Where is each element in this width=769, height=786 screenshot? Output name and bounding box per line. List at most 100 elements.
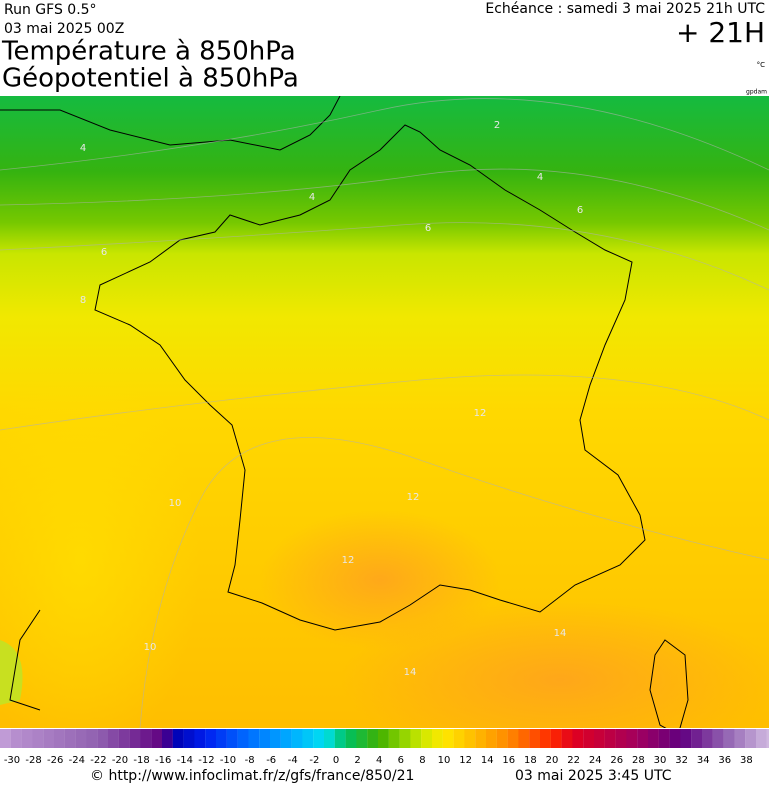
contour-label: 4: [80, 143, 86, 154]
colorbar-swatch: [637, 729, 649, 748]
colorbar-swatch: [626, 729, 638, 748]
contour-label: 6: [101, 247, 107, 258]
contour-label: 4: [309, 192, 315, 203]
colorbar-swatch: [583, 729, 595, 748]
cool-area: [0, 360, 200, 728]
colorbar-swatch: [680, 729, 692, 748]
colorbar-swatch: [518, 729, 530, 748]
colorbar-tick-label: 18: [524, 755, 537, 766]
colorbar-swatch: [486, 729, 497, 748]
colorbar-tick-label: 26: [610, 755, 623, 766]
colorbar-tick-label: -28: [25, 755, 41, 766]
colorbar-swatch: [140, 729, 152, 748]
colorbar-swatch: [432, 729, 443, 748]
colorbar-swatch: [226, 729, 238, 748]
colorbar-tick-label: -20: [112, 755, 128, 766]
colorbar-swatch: [712, 729, 724, 748]
colorbar-tick-label: 30: [654, 755, 667, 766]
colorbar-tick-label: -30: [4, 755, 20, 766]
colorbar-swatch: [302, 729, 314, 748]
colorbar-tick-label: 32: [675, 755, 688, 766]
colorbar-tick-label: 12: [459, 755, 472, 766]
colorbar-swatch: [0, 729, 11, 748]
colorbar-swatch: [421, 729, 433, 748]
colorbar-tick-label: 34: [697, 755, 710, 766]
colorbar-tick-label: 2: [354, 755, 360, 766]
colorbar-swatch: [594, 729, 605, 748]
colorbar-swatch: [205, 729, 217, 748]
colorbar-swatch: [324, 729, 335, 748]
colorbar-swatch: [194, 729, 206, 748]
contours: [0, 98, 769, 728]
colorbar-swatch: [658, 729, 670, 748]
colorbar-tick-label: 8: [419, 755, 425, 766]
contour-label: 4: [537, 172, 543, 183]
colorbar-tick-label: 36: [718, 755, 731, 766]
title: Température à 850hPa: [1, 37, 296, 67]
contour-label: 2: [494, 120, 500, 131]
colorbar-swatch: [766, 729, 769, 748]
colorbar-tick-label: -2: [309, 755, 319, 766]
colorbar-tick-label: 16: [502, 755, 515, 766]
colorbar-tick-label: -16: [155, 755, 171, 766]
colorbar-swatch: [356, 729, 368, 748]
colorbar-tick-label: -12: [198, 755, 214, 766]
colorbar-tick-label: -18: [133, 755, 149, 766]
colorbar-tick-label: 28: [632, 755, 645, 766]
colorbar-swatch: [507, 729, 519, 748]
colorbar-swatch: [453, 729, 465, 748]
colorbar-tick-label: 0: [333, 755, 339, 766]
colorbar-swatch: [334, 729, 346, 748]
geo-unit: gpdam: [746, 89, 767, 96]
forecast: Echéance : samedi 3 mai 2025 21h UTC: [485, 1, 765, 17]
colorbar-swatch: [183, 729, 195, 748]
colorbar-tick-label: 24: [589, 755, 602, 766]
colorbar-swatch: [10, 729, 22, 748]
colorbar-tick-label: 14: [481, 755, 494, 766]
colorbar-swatch: [151, 729, 163, 748]
colorbar-swatch: [648, 729, 659, 748]
colorbar-swatch: [54, 729, 65, 748]
colorbar-swatch: [237, 729, 249, 748]
colorbar-swatch: [410, 729, 422, 748]
colorbar-tick-label: 22: [567, 755, 580, 766]
colorbar-swatch: [702, 729, 713, 748]
contour-label: 10: [144, 642, 157, 653]
colorbar-tick-label: 20: [546, 755, 559, 766]
colorbar-swatch: [367, 729, 379, 748]
colorbar-swatch: [615, 729, 627, 748]
colorbar-swatch: [734, 729, 746, 748]
colorbar-swatch: [399, 729, 411, 748]
colorbar-swatch: [529, 729, 541, 748]
colorbar-swatch: [108, 729, 119, 748]
colorbar-swatch: [561, 729, 573, 748]
subtitle: Géopotentiel à 850hPa: [2, 64, 299, 94]
colorbar-tick-label: 6: [398, 755, 404, 766]
colorbar-swatch: [313, 729, 325, 748]
colorbar-swatch: [172, 729, 184, 748]
colorbar-tick-label: -14: [177, 755, 193, 766]
colorbar-swatch: [669, 729, 681, 748]
colorbar-swatch: [280, 729, 292, 748]
colorbar-swatch: [345, 729, 357, 748]
contour-label: 12: [342, 555, 355, 566]
map: 2 4 6 4 4 6 6 8 10 12 12 12 14 14 10: [0, 96, 769, 728]
colorbar-tick-label: 4: [376, 755, 382, 766]
colorbar-swatch: [540, 729, 551, 748]
colorbar-swatch: [64, 729, 76, 748]
colorbar-tick-label: -6: [266, 755, 276, 766]
colorbar-tick-label: -10: [220, 755, 236, 766]
colorbar-tick-label: -26: [47, 755, 63, 766]
colorbar-swatch: [43, 729, 55, 748]
contour-label: 14: [404, 667, 417, 678]
colorbar-swatch: [550, 729, 562, 748]
colorbar-tick-label: 10: [438, 755, 451, 766]
colorbar-swatch: [388, 729, 400, 748]
run-date: 03 mai 2025 00Z: [4, 21, 124, 37]
colorbar-swatch: [723, 729, 735, 748]
contour-label: 8: [80, 295, 86, 306]
contour-label: 6: [577, 205, 583, 216]
colorbar-swatch: [378, 729, 389, 748]
colorbar-swatch: [118, 729, 130, 748]
